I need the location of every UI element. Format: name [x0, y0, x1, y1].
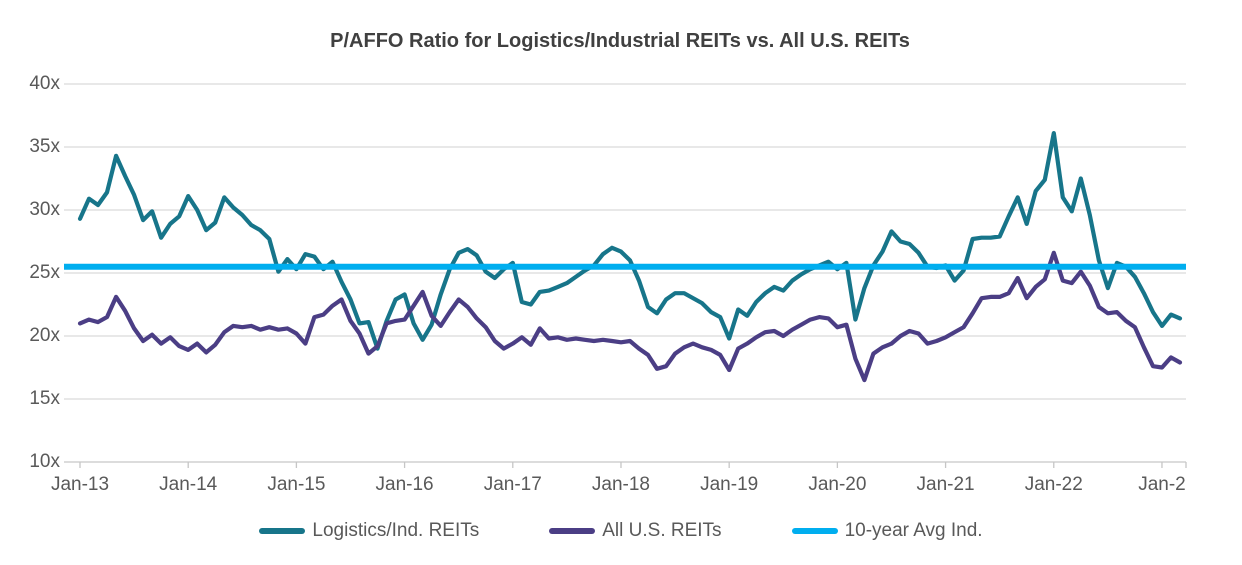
y-tick-label: 25x [29, 262, 60, 283]
x-tick-label: Jan-13 [50, 474, 110, 495]
x-tick-label: Jan-18 [591, 474, 651, 495]
x-tick-label: Jan-19 [700, 474, 759, 495]
legend-swatch [791, 528, 838, 534]
y-tick-label: 10x [29, 451, 60, 472]
legend-item-10-year-avg-ind-: 10-year Avg Ind. [791, 520, 983, 542]
x-tick-label: Jan-20 [808, 474, 867, 495]
legend-item-logistics-ind-reits: Logistics/Ind. REITs [259, 520, 479, 542]
legend-item-all-u-s-reits: All U.S. REITs [549, 520, 722, 542]
legend: Logistics/Ind. REITs All U.S. REITs 10-yea… [0, 520, 1242, 542]
legend-label: All U.S. REITs [602, 520, 722, 541]
legend-swatch [259, 528, 306, 534]
x-tick-label: Jan-21 [916, 474, 975, 495]
y-tick-label: 30x [29, 199, 60, 220]
y-tick-label: 35x [29, 136, 60, 157]
x-tick-label: Jan-2 [1138, 474, 1186, 495]
series-line-all-u-s-reits [77, 250, 1183, 383]
x-tick-label: Jan-15 [267, 474, 326, 495]
x-tick-label: Jan-14 [159, 474, 218, 495]
y-tick-label: 20x [29, 325, 60, 346]
x-tick-label: Jan-22 [1024, 474, 1083, 495]
y-tick-label: 15x [29, 388, 60, 409]
chart-title: P/AFFO Ratio for Logistics/Industrial RE… [330, 30, 910, 52]
legend-swatch [549, 528, 596, 534]
legend-label: Logistics/Ind. REITs [312, 520, 480, 541]
x-tick-label: Jan-16 [375, 474, 434, 495]
y-tick-label: 40x [29, 73, 60, 94]
series-line-logistics-ind-reits [77, 131, 1183, 351]
x-tick-label: Jan-17 [483, 474, 542, 495]
legend-label: 10-year Avg Ind. [844, 520, 983, 541]
